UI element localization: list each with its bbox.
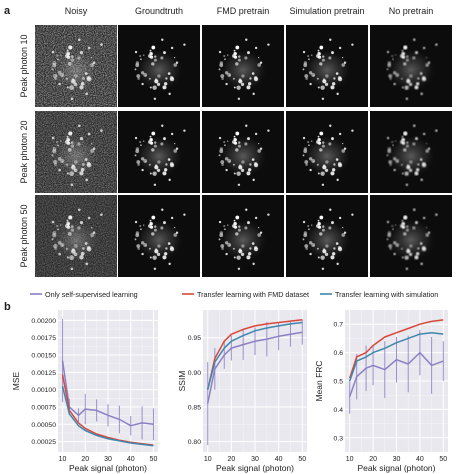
panel-a-label: a: [4, 5, 11, 17]
x-tick-label: 50: [439, 456, 447, 463]
image-tile: [202, 195, 284, 277]
image-tile: [35, 25, 117, 107]
y-tick-label: 0.5: [334, 379, 344, 386]
series-line: [206, 321, 303, 390]
y-tick-label: 0.00125: [31, 370, 56, 377]
y-tick-label: 0.80: [188, 439, 201, 446]
y-axis-label: SSIM: [177, 371, 187, 392]
series-line: [206, 331, 303, 404]
image-grid: [35, 25, 452, 277]
x-tick-label: 30: [104, 456, 112, 463]
x-tick-label: 20: [81, 456, 89, 463]
series-line: [61, 360, 154, 427]
y-axis-label: Mean FRC: [314, 360, 324, 401]
legend-entry: Only self-supervised learning: [30, 290, 138, 299]
image-tile: [35, 111, 117, 193]
legend-label: Transfer learning with FMD dataset: [197, 290, 309, 299]
charts: 10 20 30 40 50 0.00025 0.00050 0.00075 0.00100 0.…: [11, 310, 448, 473]
image-tile: [286, 111, 368, 193]
legend-label: Only self-supervised learning: [45, 290, 138, 299]
y-tick-label: 0.00050: [31, 422, 56, 429]
column-header: Groundtruth: [135, 6, 183, 16]
series-line: [206, 318, 303, 390]
chart: 10 20 30 40 50 0.80 0.85 0.90 0.95 Peak signal (p…: [177, 310, 307, 473]
x-axis-label: Peak signal (photon): [216, 463, 294, 473]
image-tile: [118, 195, 200, 277]
column-header: FMD pretrain: [217, 6, 270, 16]
image-tile: [118, 111, 200, 193]
image-tile: [286, 25, 368, 107]
x-tick-label: 50: [298, 456, 306, 463]
y-tick-label: 0.4: [334, 407, 344, 414]
legend-entry: Transfer learning with FMD dataset: [182, 290, 309, 299]
y-tick-label: 0.00075: [31, 404, 56, 411]
x-tick-label: 20: [369, 456, 377, 463]
y-tick-label: 0.3: [334, 435, 344, 442]
image-tile: [118, 25, 200, 107]
row-header: Peak photon 50: [19, 204, 29, 267]
x-tick-label: 10: [204, 456, 212, 463]
image-tile: [370, 111, 452, 193]
chart: 10 20 30 40 50 0.00025 0.00050 0.00075 0.00100 0.…: [11, 310, 158, 473]
y-tick-label: 0.00025: [31, 439, 56, 446]
y-tick-label: 0.95: [188, 335, 201, 342]
chart: 10 20 30 40 50 0.3 0.4 0.5 0.6 0.7 Peak signal (ph…: [314, 310, 448, 473]
y-tick-label: 0.90: [188, 370, 201, 377]
series-line: [348, 319, 444, 379]
image-tile: [202, 25, 284, 107]
series: [206, 318, 303, 390]
image-tile: [286, 195, 368, 277]
x-axis-label: Peak signal (photon): [358, 463, 436, 473]
x-tick-label: 10: [59, 456, 67, 463]
x-tick-label: 50: [150, 456, 158, 463]
series: [61, 386, 154, 447]
y-tick-label: 0.00100: [31, 387, 56, 394]
panel-b-label: b: [4, 301, 11, 313]
x-tick-label: 40: [127, 456, 135, 463]
image-tile: [35, 195, 117, 277]
series: [206, 319, 303, 446]
column-header: Simulation pretrain: [289, 6, 364, 16]
series: [206, 321, 303, 390]
y-tick-label: 0.00150: [31, 353, 56, 360]
series: [348, 319, 444, 379]
x-tick-label: 10: [346, 456, 354, 463]
row-headers: Peak photon 10 Peak photon 20 Peak photon …: [19, 34, 29, 267]
legend-entry: Transfer learning with simulation: [320, 290, 438, 299]
image-tile: [370, 25, 452, 107]
x-tick-label: 20: [227, 456, 235, 463]
y-tick-label: 0.00200: [31, 318, 56, 325]
x-tick-label: 40: [416, 456, 424, 463]
legend: Only self-supervised learning Transfer le…: [30, 290, 438, 299]
y-tick-label: 0.85: [188, 404, 201, 411]
column-header: No pretrain: [389, 6, 434, 16]
y-axis-label: MSE: [11, 371, 21, 390]
x-tick-label: 30: [251, 456, 259, 463]
x-tick-label: 30: [393, 456, 401, 463]
series-line: [348, 351, 444, 397]
series-line: [348, 331, 444, 382]
legend-label: Transfer learning with simulation: [335, 290, 438, 299]
column-headers: Noisy Groundtruth FMD pretrain Simulation p…: [65, 6, 434, 16]
series: [348, 331, 444, 382]
row-header: Peak photon 20: [19, 120, 29, 183]
y-tick-label: 0.00175: [31, 335, 56, 342]
y-tick-label: 0.6: [334, 350, 344, 357]
y-tick-label: 0.7: [334, 322, 344, 329]
column-header: Noisy: [65, 6, 88, 16]
x-axis-label: Peak signal (photon): [69, 463, 147, 473]
x-tick-label: 40: [275, 456, 283, 463]
row-header: Peak photon 10: [19, 34, 29, 97]
image-tile: [370, 195, 452, 277]
series-line: [61, 386, 154, 447]
image-tile: [202, 111, 284, 193]
